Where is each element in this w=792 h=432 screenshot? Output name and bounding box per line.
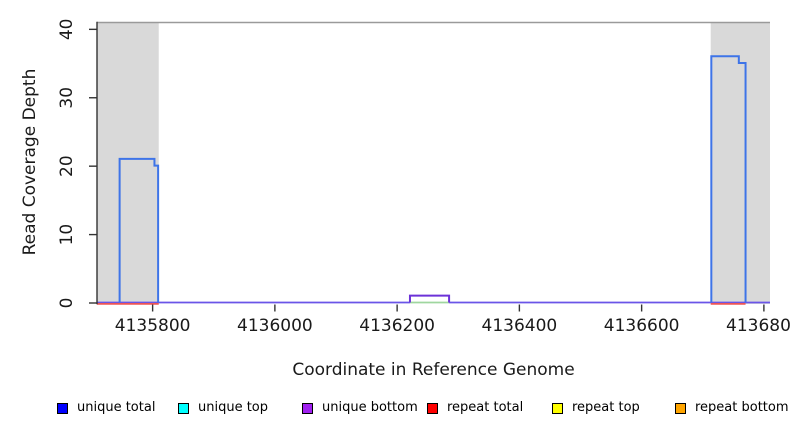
x-tick-label: 4136600 [604,316,680,336]
x-tick-label: 4136400 [482,316,558,336]
x-axis-title: Coordinate in Reference Genome [292,360,575,380]
x-tick-label: 4136800 [726,316,792,336]
x-tick-label: 4135800 [115,316,191,336]
y-tick-label: 30 [57,87,77,109]
y-axis-title: Read Coverage Depth [20,68,40,256]
y-tick-label: 0 [57,298,77,309]
series-line-unique-total [710,55,747,303]
y-tick-label: 40 [57,19,77,41]
repeat-region [710,22,770,304]
repeat-region [97,22,159,304]
y-tick-label: 20 [57,155,77,177]
x-tick-label: 4136000 [237,316,313,336]
y-tick-label: 10 [57,224,77,246]
series-line-unique-total [118,157,160,303]
x-tick-label: 4136200 [359,316,435,336]
series-line-unique-bottom [408,294,451,303]
